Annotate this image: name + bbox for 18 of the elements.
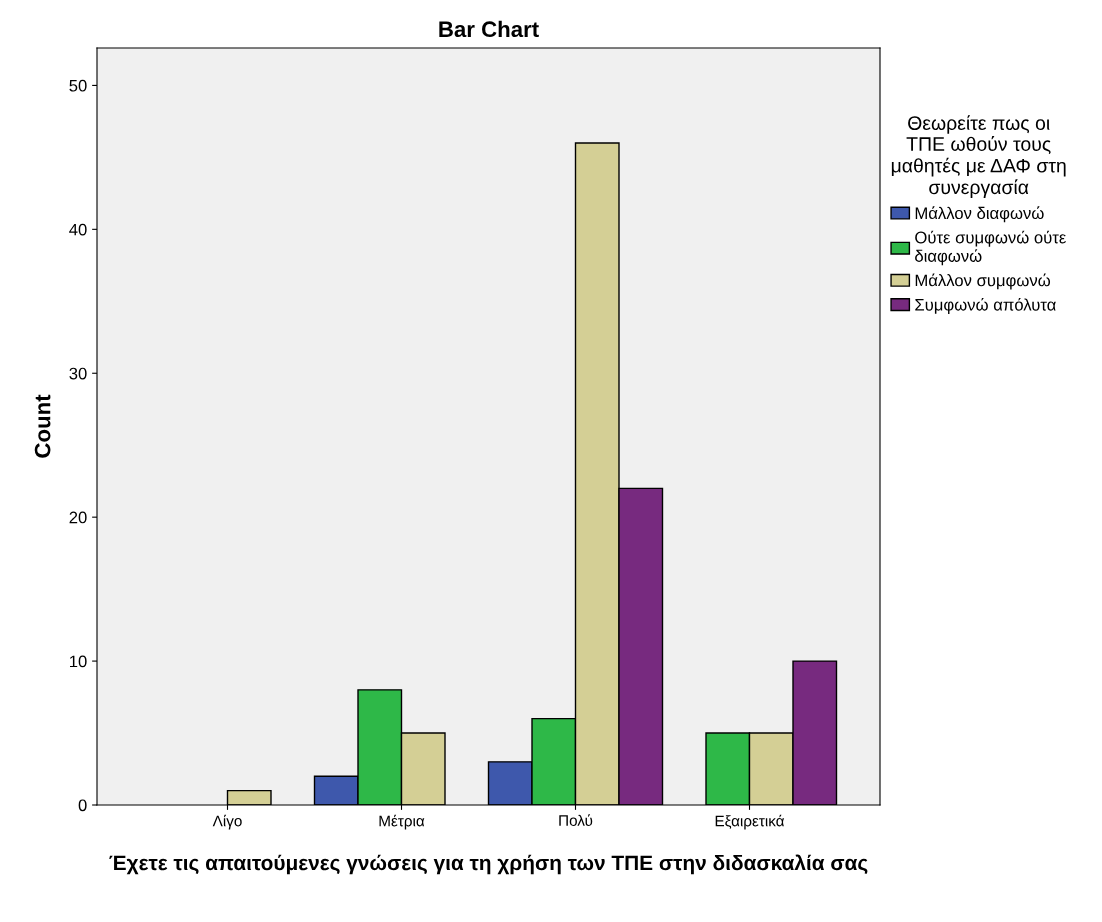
y-tick-label: 0	[78, 799, 87, 812]
x-axis-title: Έχετε τις απαιτούμενες γνώσεις για τη χρήση των ΤΠΕ στην διδασκαλία σας	[109, 854, 868, 875]
x-tick-label: Μέτρια	[379, 814, 425, 830]
y-tick-label: 50	[69, 79, 87, 92]
y-tick-label: 30	[69, 367, 87, 380]
y-tick-label: 20	[69, 511, 87, 524]
chart-title: Bar Chart	[439, 20, 539, 38]
y-tick-label: 40	[69, 223, 87, 236]
y-axis-title: Count	[34, 394, 51, 458]
x-tick-label: Λίγο	[212, 814, 242, 830]
legend-label: Μάλλον διαφωνώ	[915, 206, 1044, 223]
legend-label: Συμφωνώ απόλυτα	[915, 297, 1056, 314]
y-tick-label: 10	[70, 655, 87, 668]
legend-title: Θεωρείτε πως οι ΤΠΕ ωθούν τους μαθητές με ΔΑΦ στη συνεργασία	[891, 115, 1066, 198]
legend-label: Ούτε συμφωνώ ούτε διαφωνώ	[915, 230, 1066, 266]
x-tick-label: Εξαιρετικά	[715, 814, 785, 830]
legend-label: Μάλλον συμφωνώ	[915, 273, 1051, 290]
x-tick-label: Πολύ	[559, 814, 593, 826]
